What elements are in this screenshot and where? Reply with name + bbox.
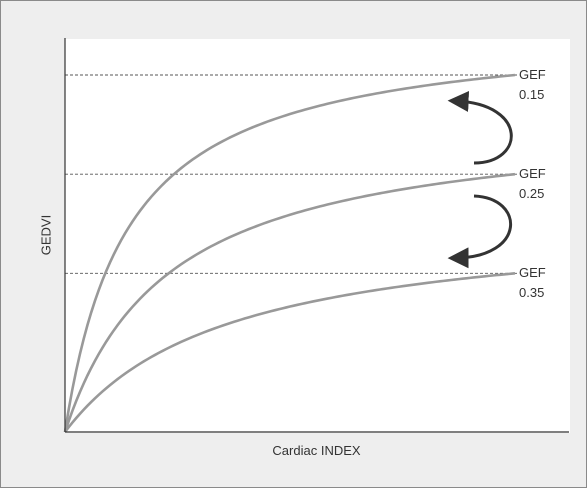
y-axis-label: GEDVI xyxy=(38,214,54,256)
series-label-line2: 0.15 xyxy=(519,87,545,102)
series-label-line2: 0.25 xyxy=(519,186,545,202)
annotation-arrow-0 xyxy=(447,91,513,165)
curve-series-2 xyxy=(63,272,516,433)
x-axis-label: Cardiac INDEX xyxy=(272,443,361,458)
curve-series-1 xyxy=(63,172,516,433)
series-label-1: GEF 0.25 xyxy=(519,164,546,204)
series-label-line1: GEF xyxy=(519,265,546,281)
series-label-2: GEF 0.35 xyxy=(519,263,546,303)
plot-area xyxy=(65,39,570,433)
series-label-line2: 0.35 xyxy=(519,285,545,301)
curve-series-0 xyxy=(63,73,516,433)
annotation-arrow-1 xyxy=(447,194,512,269)
series-label-line1: GEF xyxy=(519,166,546,182)
series-label-0: GEF 0.15 xyxy=(519,65,546,105)
series-label-line1: GEF xyxy=(519,67,546,82)
